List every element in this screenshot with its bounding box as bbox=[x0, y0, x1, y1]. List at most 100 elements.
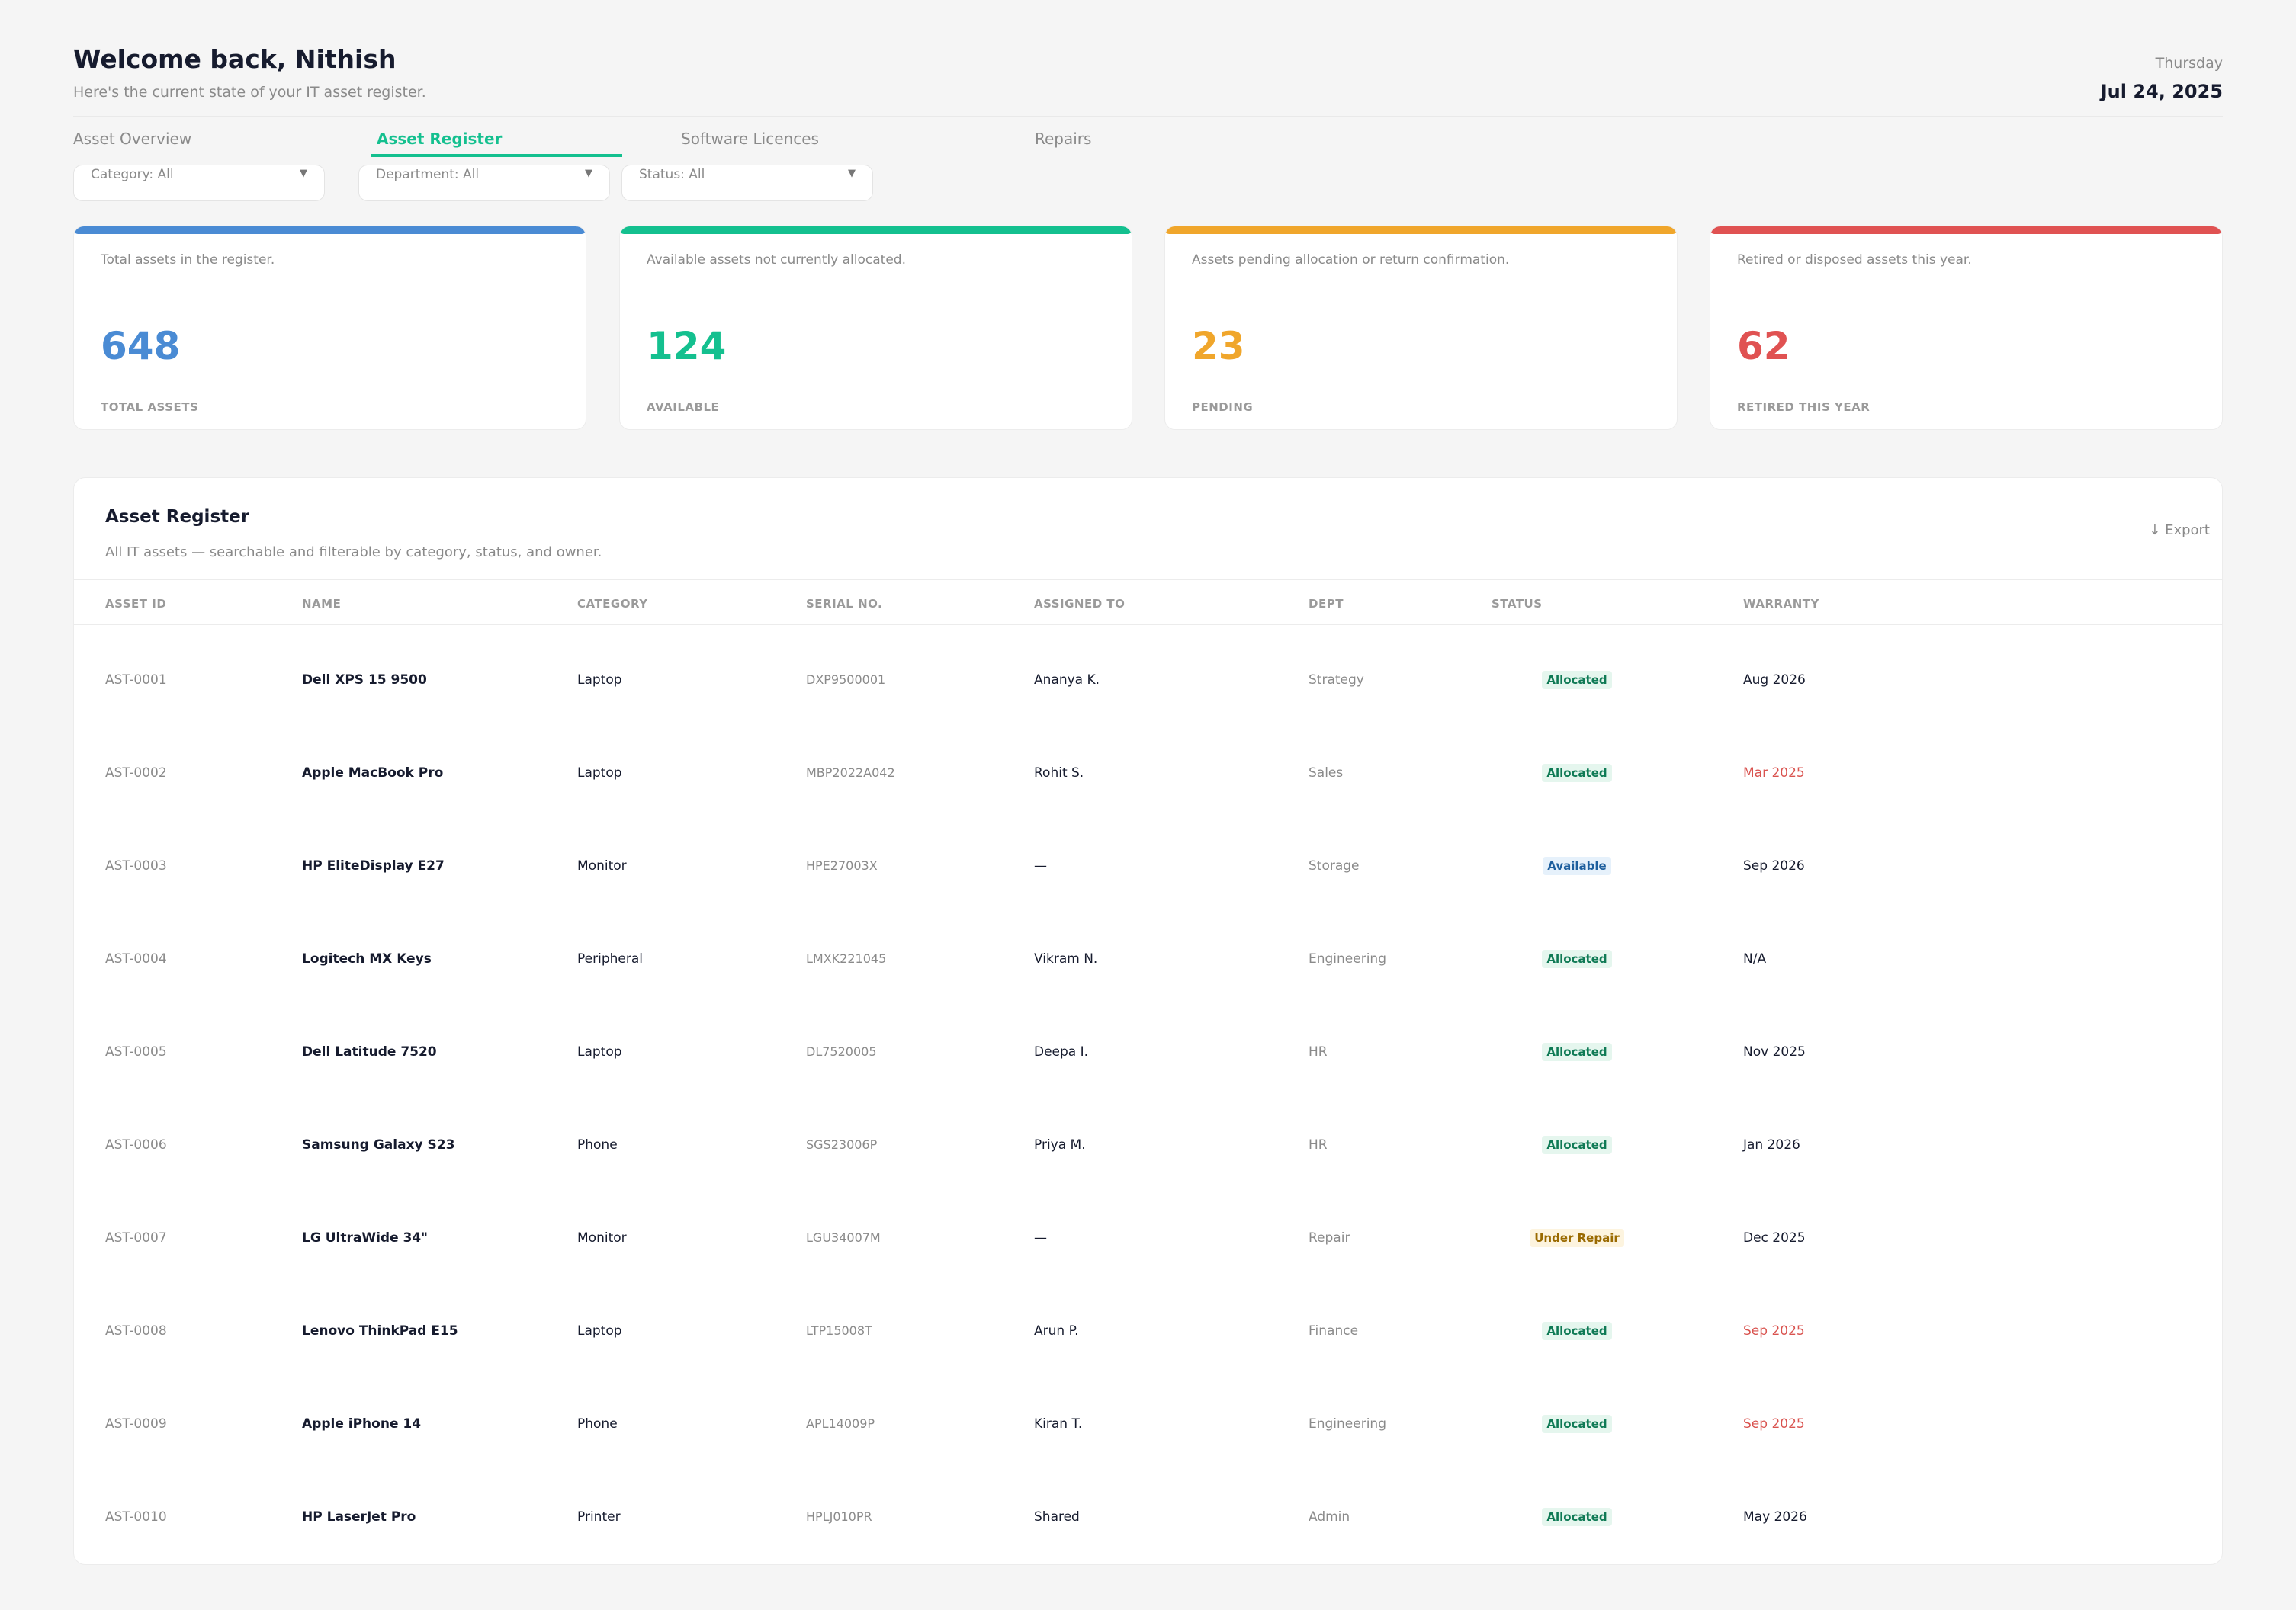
stat-card-total-assets: Total assets in the register. 648 TOTAL … bbox=[73, 226, 586, 430]
register-title: Asset Register bbox=[105, 507, 250, 527]
export-button[interactable]: ↓ Export bbox=[2149, 522, 2210, 538]
status-badge: Allocated bbox=[1542, 764, 1612, 782]
status-badge: Allocated bbox=[1542, 1415, 1612, 1433]
asset-name-cell: Dell Latitude 7520 bbox=[302, 1044, 437, 1060]
status-badge: Available bbox=[1543, 857, 1611, 875]
column-header-asset-id[interactable]: ASSET ID bbox=[105, 597, 167, 611]
table-row[interactable]: AST-0002 Apple MacBook Pro Laptop MBP2022A0… bbox=[105, 726, 2201, 819]
warranty-cell: Sep 2025 bbox=[1743, 1323, 1805, 1339]
table-row[interactable]: AST-0004 Logitech MX Keys Peripheral LMXK22… bbox=[105, 912, 2201, 1005]
dept-cell: Storage bbox=[1309, 858, 1360, 874]
stat-card-value: 124 bbox=[647, 324, 727, 368]
column-header-status[interactable]: STATUS bbox=[1492, 597, 1543, 611]
assigned-to-cell: Kiran T. bbox=[1034, 1416, 1083, 1432]
table-row[interactable]: AST-0003 HP EliteDisplay E27 Monitor HPE270… bbox=[105, 819, 2201, 912]
category-cell: Laptop bbox=[577, 1044, 622, 1060]
column-header-name[interactable]: NAME bbox=[302, 597, 342, 611]
asset-id-cell: AST-0010 bbox=[105, 1509, 167, 1525]
status-badge: Allocated bbox=[1542, 950, 1612, 968]
status-badge: Allocated bbox=[1542, 1508, 1612, 1526]
column-header-warranty[interactable]: WARRANTY bbox=[1743, 597, 1819, 611]
category-cell: Laptop bbox=[577, 672, 622, 688]
tab-asset-register[interactable]: Asset Register bbox=[377, 130, 503, 148]
dept-cell: Admin bbox=[1309, 1509, 1350, 1525]
asset-name-cell: Samsung Galaxy S23 bbox=[302, 1137, 455, 1153]
department-filter[interactable]: Department: All ▼ bbox=[358, 165, 610, 201]
asset-id-cell: AST-0004 bbox=[105, 951, 167, 967]
status-cell: Allocated bbox=[1516, 726, 1638, 819]
tab-repairs[interactable]: Repairs bbox=[1035, 130, 1092, 148]
chevron-down-icon: ▼ bbox=[300, 168, 307, 179]
column-header-category[interactable]: CATEGORY bbox=[577, 597, 648, 611]
serial-cell: LMXK221045 bbox=[806, 951, 887, 966]
asset-name-cell: HP LaserJet Pro bbox=[302, 1509, 416, 1525]
column-header-dept[interactable]: DEPT bbox=[1309, 597, 1344, 611]
asset-name-cell: Lenovo ThinkPad E15 bbox=[302, 1323, 458, 1339]
stat-card-value: 648 bbox=[101, 324, 181, 368]
serial-cell: DXP9500001 bbox=[806, 672, 886, 687]
assigned-to-cell: Arun P. bbox=[1034, 1323, 1079, 1339]
category-cell: Phone bbox=[577, 1416, 618, 1432]
dept-cell: Finance bbox=[1309, 1323, 1359, 1339]
asset-name-cell: HP EliteDisplay E27 bbox=[302, 858, 445, 874]
assigned-to-cell: — bbox=[1034, 858, 1047, 874]
stat-card-description: Assets pending allocation or return conf… bbox=[1192, 252, 1510, 268]
table-row[interactable]: AST-0008 Lenovo ThinkPad E15 Laptop LTP1500… bbox=[105, 1284, 2201, 1377]
page-subtitle: Here's the current state of your IT asse… bbox=[73, 84, 426, 101]
stat-card-description: Total assets in the register. bbox=[101, 252, 275, 268]
table-row[interactable]: AST-0010 HP LaserJet Pro Printer HPLJ010PR S… bbox=[105, 1470, 2201, 1563]
serial-cell: APL14009P bbox=[806, 1416, 875, 1431]
column-header-assigned-to[interactable]: ASSIGNED TO bbox=[1034, 597, 1126, 611]
status-filter-label: Status: All bbox=[639, 167, 705, 182]
stat-card-accent-bar bbox=[74, 226, 586, 234]
serial-cell: LTP15008T bbox=[806, 1323, 872, 1338]
status-cell: Allocated bbox=[1516, 1284, 1638, 1377]
asset-register-panel: Asset Register All IT assets — searchabl… bbox=[73, 477, 2223, 1565]
chevron-down-icon: ▼ bbox=[848, 168, 856, 179]
status-cell: Allocated bbox=[1516, 1005, 1638, 1098]
column-header-serial[interactable]: SERIAL NO. bbox=[806, 597, 883, 611]
category-cell: Phone bbox=[577, 1137, 618, 1153]
asset-id-cell: AST-0001 bbox=[105, 672, 167, 688]
assigned-to-cell: Priya M. bbox=[1034, 1137, 1086, 1153]
department-filter-label: Department: All bbox=[376, 167, 480, 182]
stat-card-retired: Retired or disposed assets this year. 62… bbox=[1710, 226, 2223, 430]
dept-cell: Repair bbox=[1309, 1230, 1350, 1246]
stat-card-description: Retired or disposed assets this year. bbox=[1737, 252, 1972, 268]
category-filter-label: Category: All bbox=[91, 167, 174, 182]
stat-card-value: 62 bbox=[1737, 324, 1790, 368]
table-row[interactable]: AST-0005 Dell Latitude 7520 Laptop DL752000… bbox=[105, 1005, 2201, 1098]
dept-cell: HR bbox=[1309, 1044, 1328, 1060]
asset-name-cell: LG UltraWide 34" bbox=[302, 1230, 429, 1246]
dept-cell: Engineering bbox=[1309, 1416, 1386, 1432]
stat-card-caption: AVAILABLE bbox=[647, 400, 720, 414]
dept-cell: Engineering bbox=[1309, 951, 1386, 967]
tab-asset-overview[interactable]: Asset Overview bbox=[73, 130, 192, 148]
tab-software-licences[interactable]: Software Licences bbox=[681, 130, 819, 148]
page-title: Welcome back, Nithish bbox=[73, 44, 397, 74]
table-row[interactable]: AST-0007 LG UltraWide 34" Monitor LGU34007M… bbox=[105, 1191, 2201, 1284]
stat-card-accent-bar bbox=[1710, 226, 2222, 234]
dept-cell: Sales bbox=[1309, 765, 1344, 781]
table-row[interactable]: AST-0009 Apple iPhone 14 Phone APL14009P Kir… bbox=[105, 1377, 2201, 1470]
serial-cell: HPE27003X bbox=[806, 858, 878, 873]
category-filter[interactable]: Category: All ▼ bbox=[73, 165, 325, 201]
serial-cell: MBP2022A042 bbox=[806, 765, 895, 780]
stat-card-accent-bar bbox=[620, 226, 1132, 234]
category-cell: Monitor bbox=[577, 1230, 627, 1246]
category-cell: Laptop bbox=[577, 765, 622, 781]
stat-card-caption: TOTAL ASSETS bbox=[101, 400, 199, 414]
status-badge: Allocated bbox=[1542, 1043, 1612, 1061]
stat-card-caption: PENDING bbox=[1192, 400, 1254, 414]
panel-divider bbox=[74, 579, 2222, 580]
serial-cell: DL7520005 bbox=[806, 1044, 877, 1059]
table-row[interactable]: AST-0006 Samsung Galaxy S23 Phone SGS23006P… bbox=[105, 1098, 2201, 1191]
assigned-to-cell: Deepa I. bbox=[1034, 1044, 1089, 1060]
status-filter[interactable]: Status: All ▼ bbox=[621, 165, 873, 201]
asset-id-cell: AST-0005 bbox=[105, 1044, 167, 1060]
asset-id-cell: AST-0006 bbox=[105, 1137, 167, 1153]
assigned-to-cell: Ananya K. bbox=[1034, 672, 1100, 688]
active-tab-indicator bbox=[371, 154, 622, 157]
warranty-cell: Sep 2026 bbox=[1743, 858, 1805, 874]
table-row[interactable]: AST-0001 Dell XPS 15 9500 Laptop DXP9500001… bbox=[105, 633, 2201, 726]
